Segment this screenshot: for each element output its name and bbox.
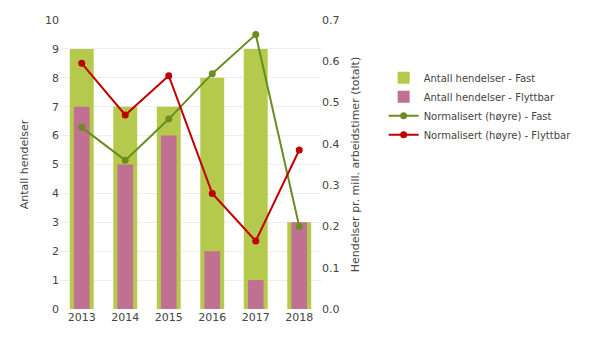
svg-text:0.4: 0.4: [322, 138, 340, 151]
svg-text:2015: 2015: [155, 311, 183, 324]
svg-text:0.0: 0.0: [322, 303, 340, 316]
svg-text:9: 9: [52, 43, 59, 56]
svg-text:Hendelser pr. mill. arbeidstim: Hendelser pr. mill. arbeidstimer (totalt…: [349, 57, 362, 272]
svg-text:3: 3: [52, 216, 59, 229]
svg-text:2: 2: [52, 245, 59, 258]
svg-text:Antall hendelser - Fast: Antall hendelser - Fast: [424, 73, 536, 84]
svg-text:0.3: 0.3: [322, 179, 340, 192]
svg-text:2018: 2018: [285, 311, 313, 324]
svg-text:0.7: 0.7: [322, 14, 340, 27]
svg-text:10: 10: [45, 14, 59, 27]
svg-text:0.2: 0.2: [322, 220, 340, 233]
svg-text:2017: 2017: [242, 311, 270, 324]
svg-text:Antall hendelser: Antall hendelser: [18, 119, 31, 209]
svg-text:0: 0: [52, 303, 59, 316]
svg-text:2013: 2013: [68, 311, 96, 324]
svg-text:2014: 2014: [111, 311, 139, 324]
svg-text:4: 4: [52, 187, 59, 200]
svg-text:Normalisert (høyre) - Flyttbar: Normalisert (høyre) - Flyttbar: [424, 130, 571, 141]
svg-text:1: 1: [52, 274, 59, 287]
svg-text:0.1: 0.1: [322, 262, 340, 275]
svg-text:0.6: 0.6: [322, 55, 340, 68]
svg-text:0.5: 0.5: [322, 96, 340, 109]
svg-text:6: 6: [52, 129, 59, 142]
svg-text:Normalisert (høyre) - Fast: Normalisert (høyre) - Fast: [424, 111, 552, 122]
svg-text:Antall hendelser - Flyttbar: Antall hendelser - Flyttbar: [424, 92, 555, 103]
svg-text:7: 7: [52, 101, 59, 114]
svg-text:2016: 2016: [198, 311, 226, 324]
svg-text:5: 5: [52, 158, 59, 171]
svg-text:8: 8: [52, 72, 59, 85]
